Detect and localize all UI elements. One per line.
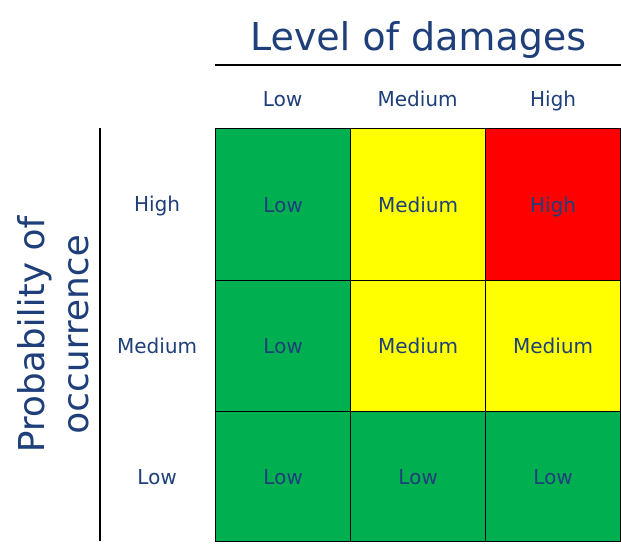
cell-high-prob-low-damage: Low <box>215 128 351 281</box>
cell-low-prob-high-damage: Low <box>485 411 621 542</box>
cell-high-prob-medium-damage: Medium <box>350 128 486 281</box>
cell-low-prob-medium-damage: Low <box>350 411 486 542</box>
x-axis-title: Level of damages <box>249 15 587 59</box>
y-axis-rule <box>99 128 101 541</box>
x-axis-rule <box>215 64 621 66</box>
column-header-low: Low <box>262 87 303 111</box>
column-header-high: High <box>530 87 576 111</box>
y-axis-title: Probability of occurrence <box>12 215 97 453</box>
column-header-medium: Medium <box>377 87 458 111</box>
cell-high-prob-high-damage: High <box>485 128 621 281</box>
row-header-medium: Medium <box>117 333 197 358</box>
y-axis-title-area: Probability of occurrence <box>0 128 110 541</box>
cell-medium-prob-high-damage: Medium <box>485 280 621 412</box>
cell-medium-prob-medium-damage: Medium <box>350 280 486 412</box>
row-header-low: Low <box>137 464 177 489</box>
cell-medium-prob-low-damage: Low <box>215 280 351 412</box>
row-header-high: High <box>134 192 180 216</box>
cell-low-prob-low-damage: Low <box>215 411 351 542</box>
